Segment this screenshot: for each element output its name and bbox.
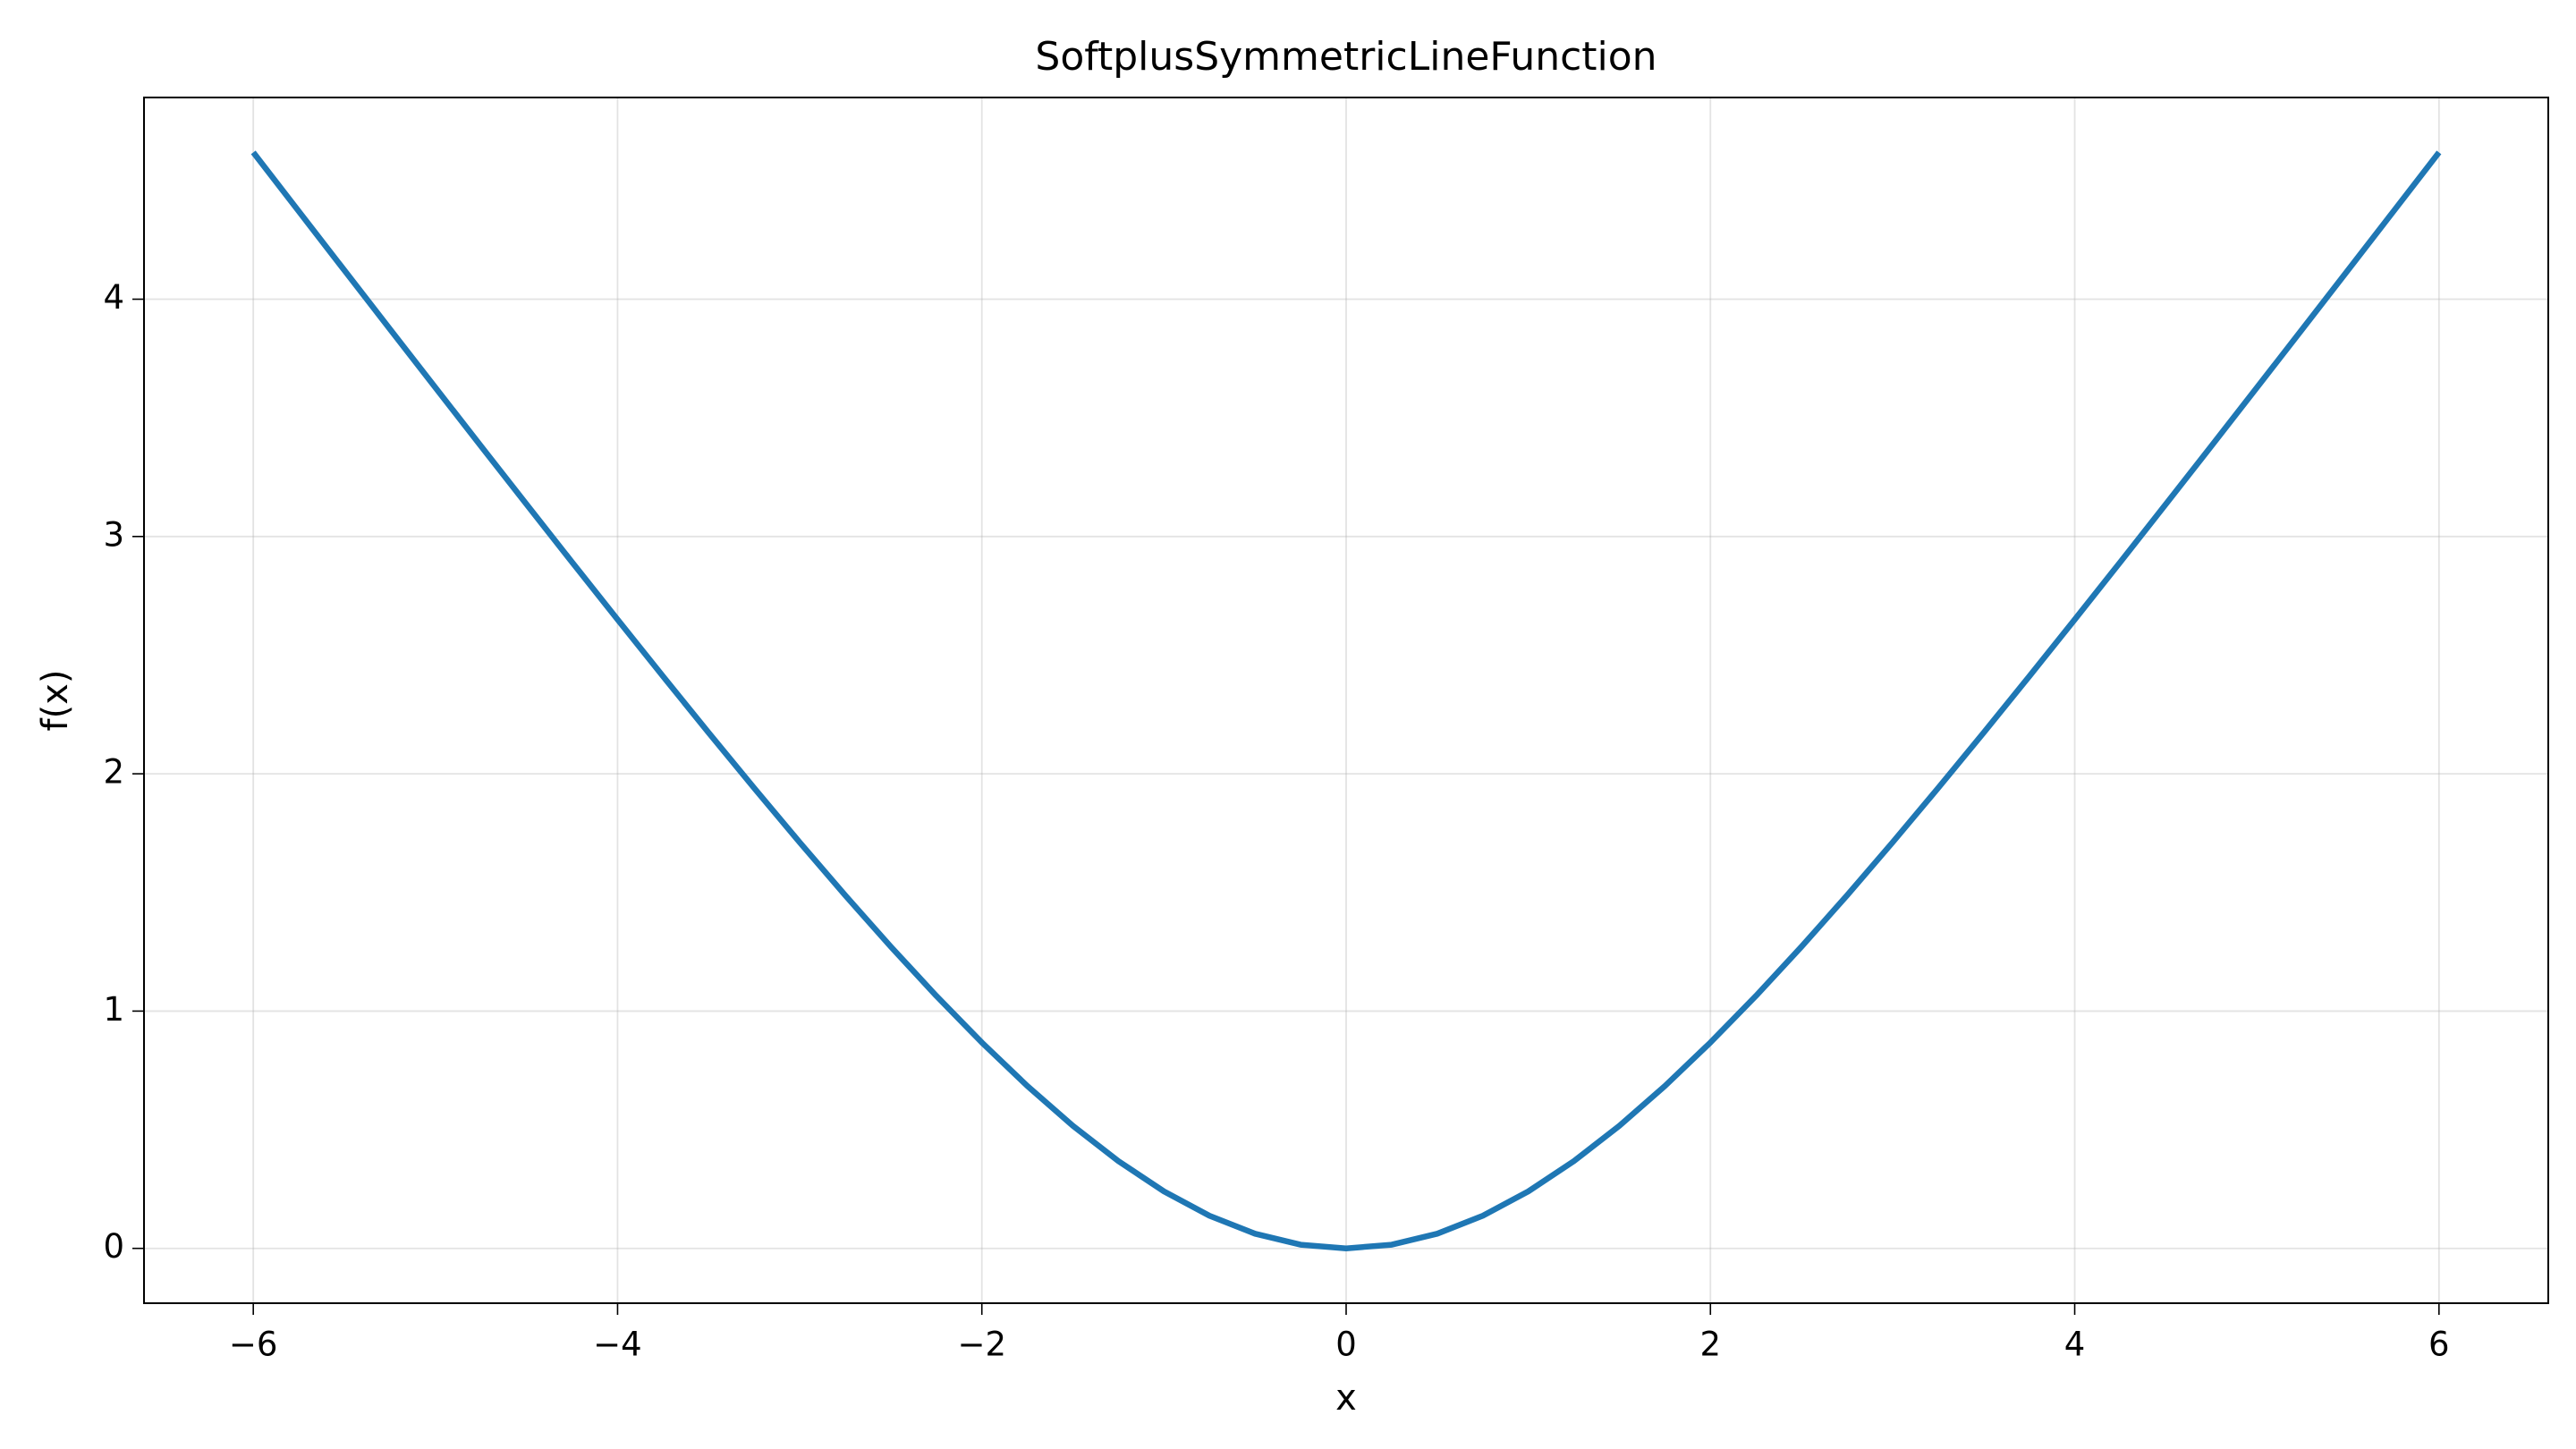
y-tick-label: 0 [103, 1227, 124, 1266]
y-tick-label: 2 [103, 753, 124, 792]
x-tick-label: 4 [2064, 1326, 2086, 1364]
y-tick-label: 3 [103, 515, 124, 554]
chart-title: SoftplusSymmetricLineFunction [1035, 34, 1657, 80]
x-tick-label: 2 [1699, 1326, 1721, 1364]
y-tick-label: 4 [103, 278, 124, 317]
x-axis-label: x [1335, 1377, 1357, 1419]
x-tick-label: −6 [229, 1326, 278, 1364]
plot-frame [143, 97, 2549, 1304]
y-axis-label: f(x) [35, 670, 76, 732]
x-tick-label: −2 [957, 1326, 1006, 1364]
y-tick-label: 1 [103, 990, 124, 1029]
line-series [250, 150, 2442, 1251]
x-tick-label: 6 [2428, 1326, 2450, 1364]
x-tick-label: −4 [593, 1326, 642, 1364]
x-tick-label: 0 [1335, 1326, 1357, 1364]
